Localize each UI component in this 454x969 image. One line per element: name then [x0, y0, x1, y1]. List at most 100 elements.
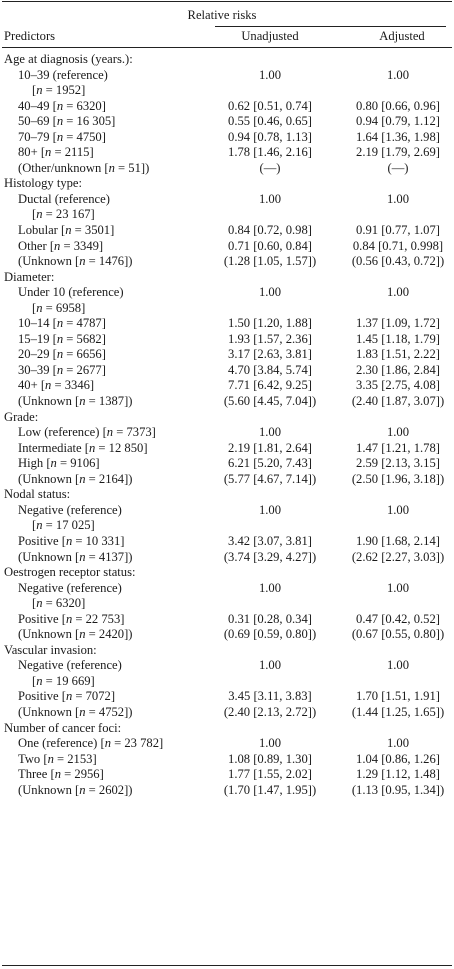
unadjusted-value: (1.28 [1.05, 1.57]) — [223, 254, 317, 269]
predictor-label: Intermediate [n = 12 850] — [18, 440, 148, 455]
unadjusted-value: 0.94 [0.78, 1.13] — [228, 129, 312, 144]
unadjusted-value: (3.74 [3.29, 4.27]) — [223, 549, 317, 564]
section-row: Age at diagnosis (years.): — [0, 52, 454, 68]
adjusted-value: 1.00 — [386, 502, 410, 517]
predictor-label: Number of cancer foci: — [4, 720, 122, 735]
adjusted-value: 1.83 [1.51, 2.22] — [356, 347, 440, 362]
table-row: 30–39 [n = 2677] 4.70 [3.84, 5.74] 2.30 [1… — [0, 363, 454, 379]
table-row: Other [n = 3349] 0.71 [0.60, 0.84] 0.84 [0… — [0, 239, 454, 255]
predictor-label: [n = 23 167] — [32, 207, 95, 222]
table-row: One (reference) [n = 23 782] 1.00 1.00 — [0, 736, 454, 752]
unadjusted-value: 3.42 [3.07, 3.81] — [228, 533, 312, 548]
adjusted-value: 2.19 [1.79, 2.69] — [356, 145, 440, 160]
adjusted-value: (—) — [387, 160, 409, 175]
adjusted-value: 0.84 [0.71, 0.998] — [352, 238, 444, 253]
table-row: Intermediate [n = 12 850] 2.19 [1.81, 2.6… — [0, 441, 454, 457]
predictor-label: Lobular [n = 3501] — [18, 223, 115, 238]
unadjusted-value: 1.78 [1.46, 2.16] — [228, 145, 312, 160]
adjusted-value: 2.59 [2.13, 3.15] — [356, 456, 440, 471]
predictor-label: Positive [n = 22 753] — [18, 611, 125, 626]
predictor-label: Other [n = 3349] — [18, 238, 104, 253]
adjusted-value: (0.67 [0.55, 0.80]) — [351, 627, 445, 642]
unadjusted-value: 3.17 [2.63, 3.81] — [228, 347, 312, 362]
unadjusted-value: 0.62 [0.51, 0.74] — [228, 98, 312, 113]
unadjusted-value: 1.00 — [258, 580, 282, 595]
unadjusted-value: (—) — [259, 160, 281, 175]
predictor-label: (Other/unknown [n = 51]) — [18, 160, 150, 175]
predictor-label: Positive [n = 10 331] — [18, 533, 125, 548]
predictor-label: Two [n = 2153] — [18, 751, 97, 766]
adjusted-value: 1.00 — [386, 67, 410, 82]
section-row: Diameter: — [0, 270, 454, 286]
predictor-label: One (reference) [n = 23 782] — [18, 736, 164, 751]
table-row: 80+ [n = 2115] 1.78 [1.46, 2.16] 2.19 [1.7… — [0, 145, 454, 161]
adjusted-value: (1.44 [1.25, 1.65]) — [351, 704, 445, 719]
unadjusted-value: (5.77 [4.67, 7.14]) — [223, 471, 317, 486]
table-row: (Unknown [n = 4137]) (3.74 [3.29, 4.27]) (… — [0, 550, 454, 566]
section-row: Vascular invasion: — [0, 643, 454, 659]
predictor-label: Positive [n = 7072] — [18, 689, 116, 704]
adjusted-value: 1.64 [1.36, 1.98] — [356, 129, 440, 144]
table-row: (Unknown [n = 2164]) (5.77 [4.67, 7.14]) (… — [0, 472, 454, 488]
unadjusted-value: 1.00 — [258, 67, 282, 82]
unadjusted-value: 0.71 [0.60, 0.84] — [228, 238, 312, 253]
predictor-label: Ductal (reference) — [18, 191, 110, 206]
table-row: 40–49 [n = 6320] 0.62 [0.51, 0.74] 0.80 [0… — [0, 99, 454, 115]
section-row: Grade: — [0, 410, 454, 426]
unadjusted-value: 0.84 [0.72, 0.98] — [228, 223, 312, 238]
adjusted-value: 1.00 — [386, 425, 410, 440]
predictor-label: (Unknown [n = 1476]) — [18, 254, 133, 269]
predictor-label: Three [n = 2956] — [18, 767, 104, 782]
section-row: Oestrogen receptor status: — [0, 565, 454, 581]
table-row: Low (reference) [n = 7373] 1.00 1.00 — [0, 425, 454, 441]
unadjusted-header: Unadjusted — [241, 29, 299, 43]
predictor-label: Negative (reference) — [18, 502, 122, 517]
header-rule — [2, 47, 452, 48]
unadjusted-value: 1.77 [1.55, 2.02] — [228, 767, 312, 782]
predictor-label: Nodal status: — [4, 487, 71, 502]
unadjusted-value: 1.00 — [258, 502, 282, 517]
table-row: 10–39 (reference) 1.00 1.00 — [0, 68, 454, 84]
table-row: [n = 6958] — [0, 301, 454, 317]
adjusted-value: (1.13 [0.95, 1.34]) — [351, 782, 445, 797]
predictors-header: Predictors — [4, 29, 56, 43]
predictor-label: (Unknown [n = 2164]) — [18, 471, 133, 486]
table-row: Negative (reference) 1.00 1.00 — [0, 503, 454, 519]
table-row: Two [n = 2153] 1.08 [0.89, 1.30] 1.04 [0.8… — [0, 752, 454, 768]
adjusted-value: 1.90 [1.68, 2.14] — [356, 533, 440, 548]
adjusted-value: 1.00 — [386, 736, 410, 751]
column-group-header: Relative risks — [187, 8, 257, 22]
section-row: Number of cancer foci: — [0, 721, 454, 737]
adjusted-value: 1.00 — [386, 285, 410, 300]
predictor-label: Grade: — [4, 409, 39, 424]
unadjusted-value: 1.08 [0.89, 1.30] — [228, 751, 312, 766]
predictor-label: (Unknown [n = 2420]) — [18, 627, 133, 642]
adjusted-value: 1.29 [1.12, 1.48] — [356, 767, 440, 782]
group-underline — [215, 26, 446, 27]
table-row: Ductal (reference) 1.00 1.00 — [0, 192, 454, 208]
predictor-label: Negative (reference) — [18, 658, 122, 673]
unadjusted-value: 1.00 — [258, 658, 282, 673]
table-row: (Unknown [n = 2420]) (0.69 [0.59, 0.80]) (… — [0, 627, 454, 643]
unadjusted-value: 1.50 [1.20, 1.88] — [228, 316, 312, 331]
adjusted-value: 1.45 [1.18, 1.79] — [356, 331, 440, 346]
adjusted-value: 3.35 [2.75, 4.08] — [356, 378, 440, 393]
table-row: Positive [n = 7072] 3.45 [3.11, 3.83] 1.70… — [0, 689, 454, 705]
predictor-label: [n = 19 669] — [32, 673, 95, 688]
predictor-label: Negative (reference) — [18, 580, 122, 595]
unadjusted-value: (2.40 [2.13, 2.72]) — [223, 704, 317, 719]
top-rule — [2, 1, 452, 2]
predictor-label: 40–49 [n = 6320] — [18, 98, 106, 113]
table-row: 50–69 [n = 16 305] 0.55 [0.46, 0.65] 0.94 … — [0, 114, 454, 130]
predictor-label: (Unknown [n = 4137]) — [18, 549, 133, 564]
predictor-label: Vascular invasion: — [4, 642, 97, 657]
table-row: Under 10 (reference) 1.00 1.00 — [0, 285, 454, 301]
table-row: (Unknown [n = 1387]) (5.60 [4.45, 7.04]) (… — [0, 394, 454, 410]
adjusted-value: 1.70 [1.51, 1.91] — [356, 689, 440, 704]
table-row: Negative (reference) 1.00 1.00 — [0, 581, 454, 597]
section-row: Histology type: — [0, 176, 454, 192]
unadjusted-value: 0.55 [0.46, 0.65] — [228, 114, 312, 129]
predictor-label: [n = 1952] — [32, 83, 86, 98]
adjusted-value: 0.47 [0.42, 0.52] — [356, 611, 440, 626]
adjusted-value: 0.80 [0.66, 0.96] — [356, 98, 440, 113]
